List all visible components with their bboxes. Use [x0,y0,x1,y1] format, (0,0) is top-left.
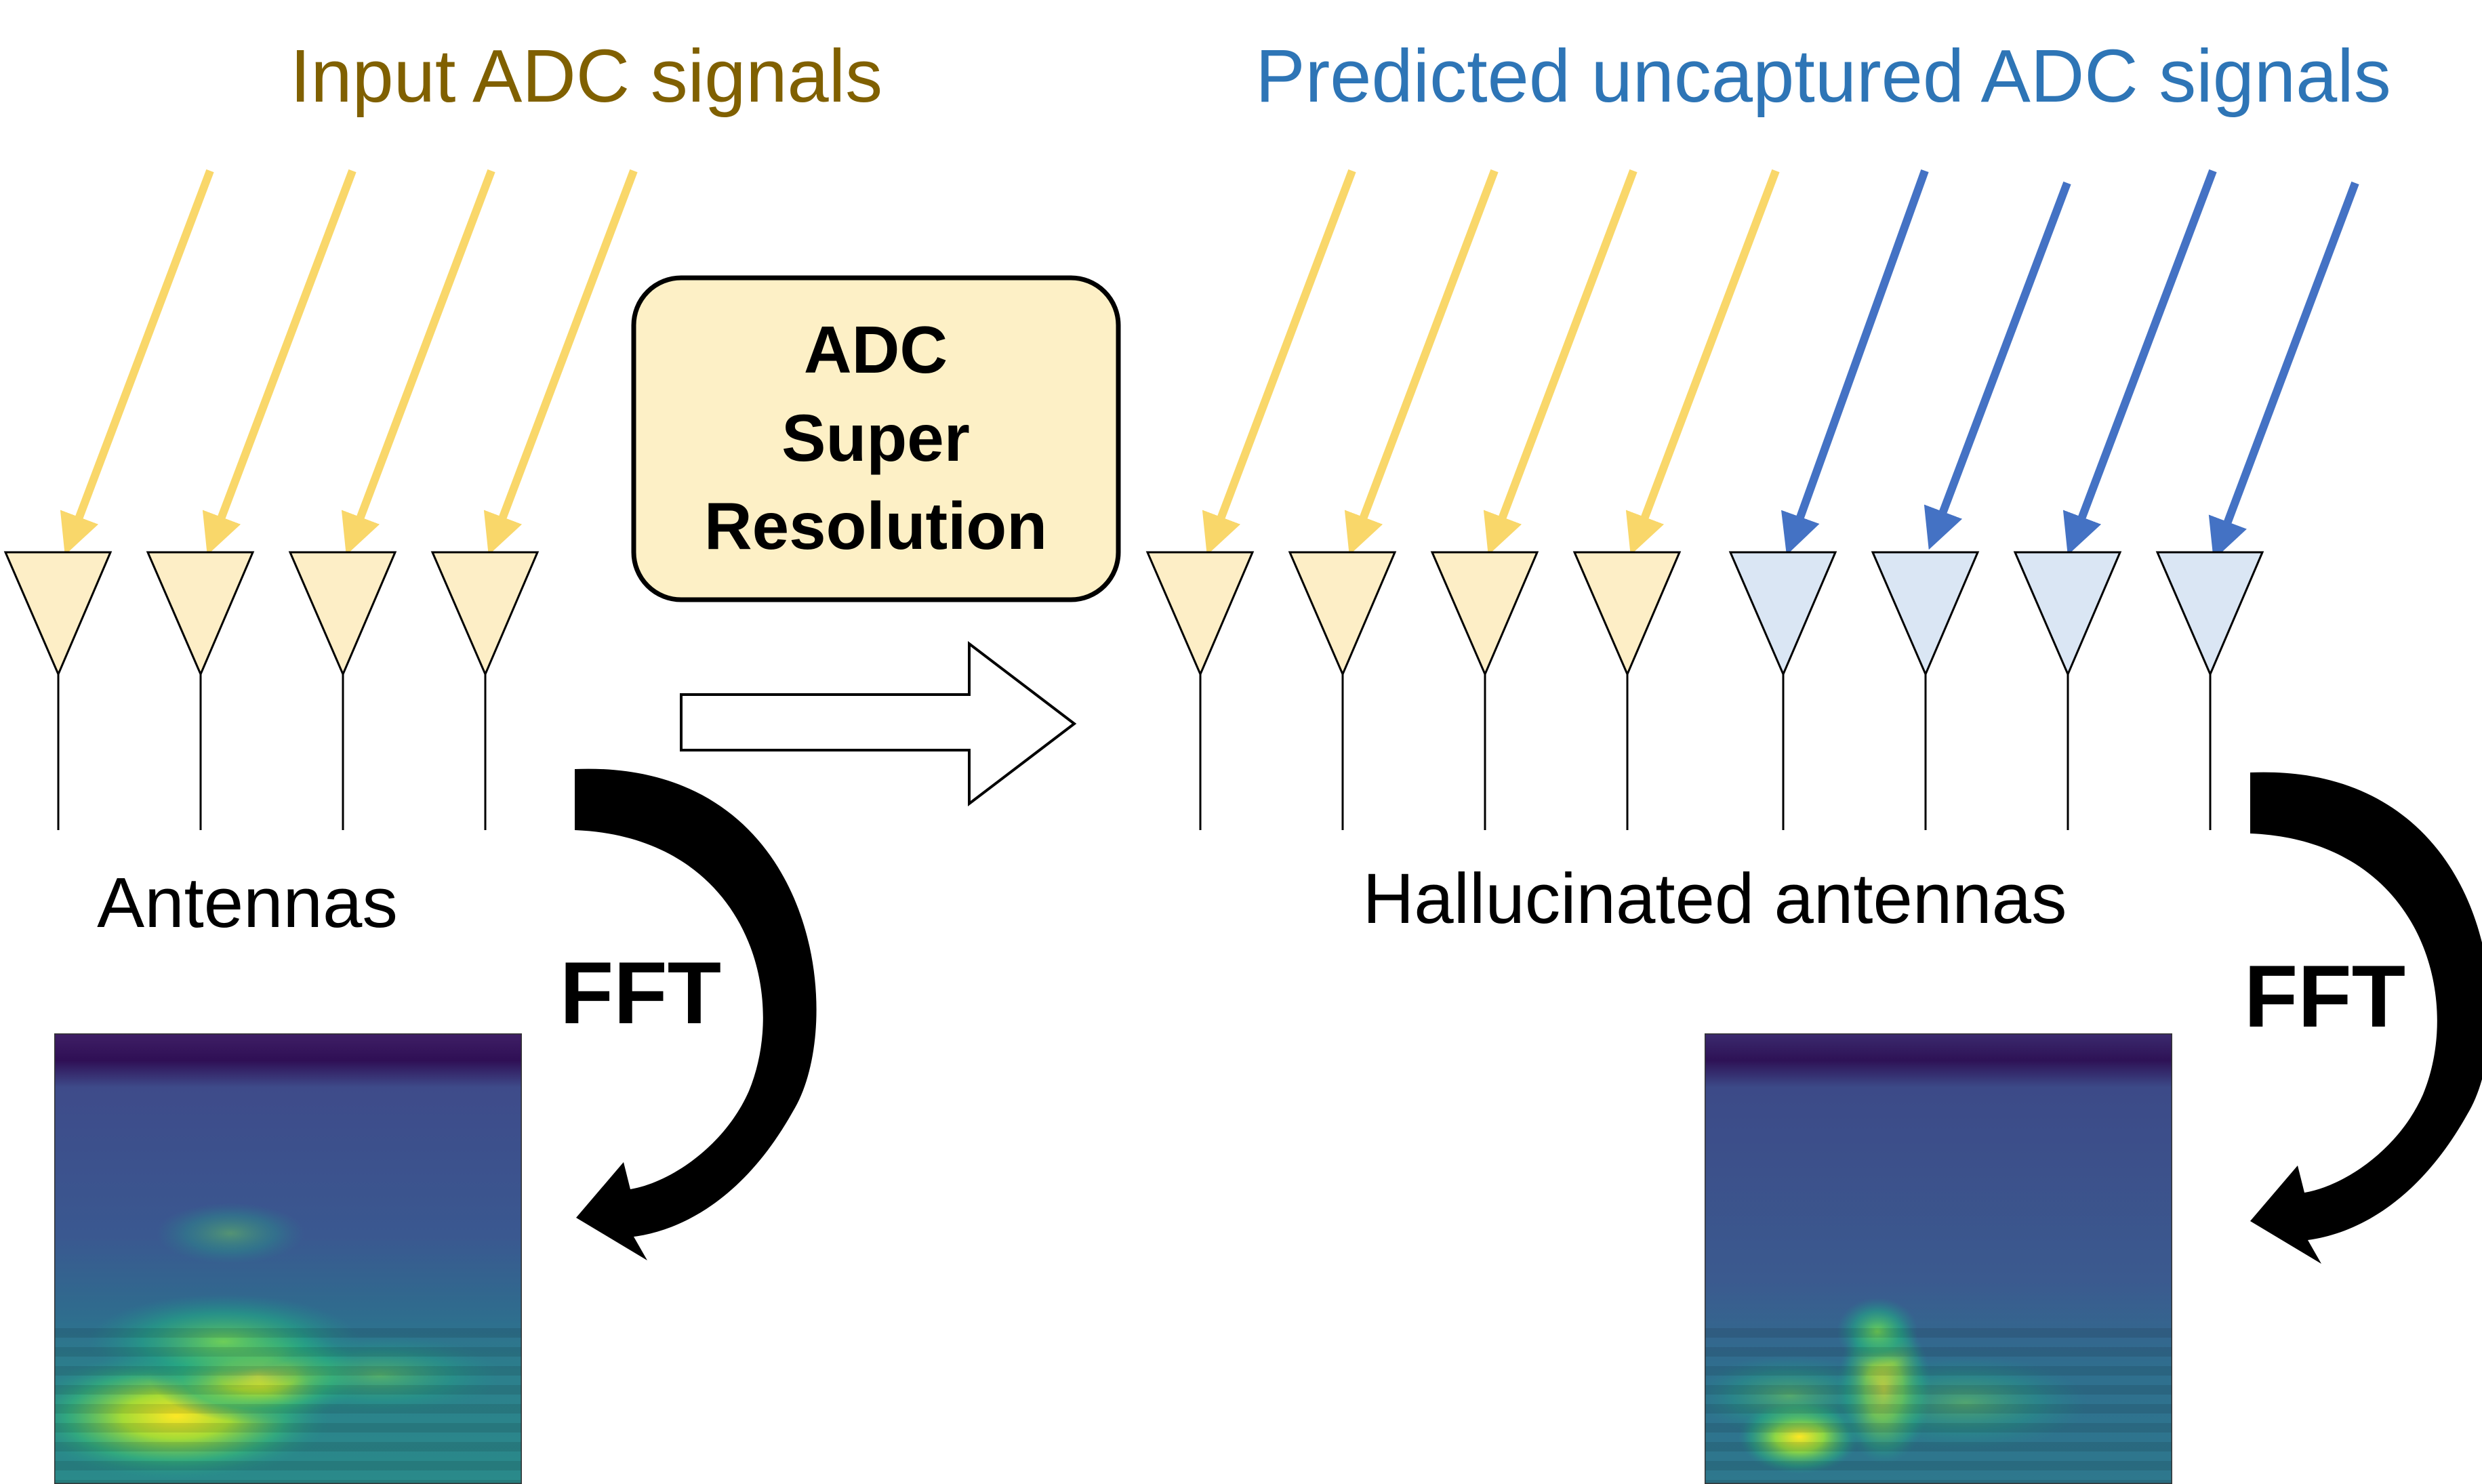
signal-arrow [1483,169,1637,556]
fft-label-right: FFT [2244,947,2405,1046]
antenna [3,551,113,830]
signal-arrow [1625,169,1780,556]
signal-arrow [1344,169,1499,556]
label-antennas: Antennas [97,863,398,943]
fft-heatmap-left [54,1033,522,1484]
hallucinated-antenna [2155,551,2264,830]
hallucinated-antenna [2013,551,2122,830]
predicted-signal-arrow [2208,181,2359,560]
signal-arrow [202,169,357,556]
signal-arrow [60,169,214,556]
antenna-array-right [1145,551,2264,830]
hallucinated-antenna [1871,551,1980,830]
predicted-signal-arrow [2062,169,2217,556]
predicted-signal-arrow [1781,169,1929,556]
antenna [1430,551,1539,830]
fft-curved-arrow-left [575,768,817,1260]
process-box-line3: Resolution [704,489,1047,563]
signal-arrow [341,169,495,556]
antenna [146,551,255,830]
input-signal-arrows-left [60,169,638,556]
title-predicted-adc-signals: Predicted uncaptured ADC signals [1255,35,2391,118]
fft-heatmap-right [1705,1033,2172,1484]
antenna-array-left [3,551,540,830]
process-box-adc-super-resolution: ADC Super Resolution [631,275,1121,602]
antenna [1145,551,1255,830]
signal-arrow [483,169,638,556]
process-box-line2: Super [781,400,970,475]
antenna [1288,551,1397,830]
label-hallucinated-antennas: Hallucinated antennas [1362,859,2067,939]
process-box-line1: ADC [804,312,948,387]
antenna [430,551,540,830]
process-arrow [680,640,1077,807]
title-input-adc-signals: Input ADC signals [290,35,882,118]
signal-arrow [1202,169,1356,556]
antenna [1572,551,1682,830]
predicted-signal-arrow [1924,181,2071,550]
input-signal-arrows-right [1202,169,1780,556]
hallucinated-antenna [1728,551,1837,830]
antenna [288,551,397,830]
fft-curved-arrow-right [2250,772,2482,1264]
fft-label-left: FFT [560,943,721,1042]
predicted-signal-arrows [1781,169,2359,560]
